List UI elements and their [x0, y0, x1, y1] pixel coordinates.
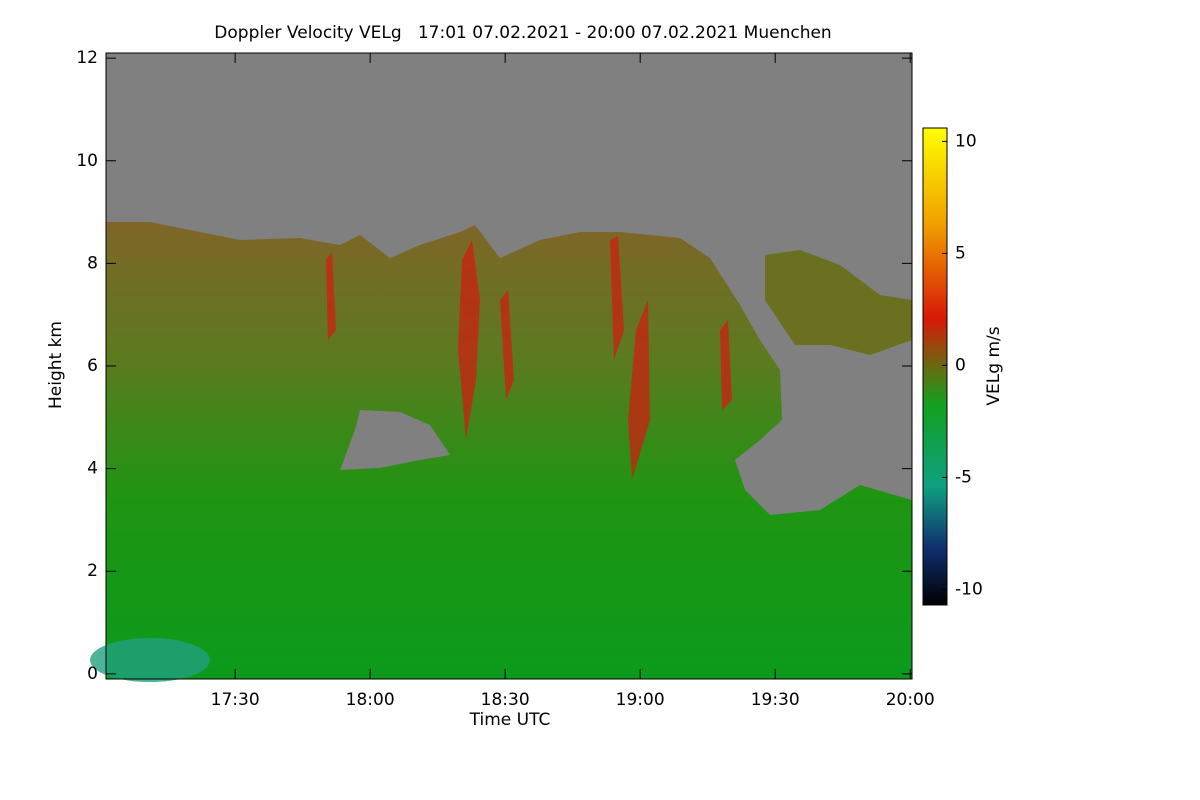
y-tick-label: 10 [76, 151, 98, 171]
x-tick-label: 17:30 [211, 690, 260, 710]
x-tick-label: 20:00 [886, 690, 935, 710]
colorbar-tick-label: 5 [955, 243, 966, 263]
x-tick-label: 19:00 [616, 690, 665, 710]
near-ground-area [90, 638, 210, 682]
gap-region [340, 410, 450, 470]
x-tick-label: 18:30 [481, 690, 530, 710]
y-tick-label: 2 [87, 561, 98, 581]
colorbar-tick-label: 0 [955, 355, 966, 375]
field [90, 52, 913, 682]
echo-region [765, 250, 912, 355]
updraft-streaks [326, 236, 732, 480]
y-tick-label: 12 [76, 48, 98, 68]
colorbar-tick-label: -10 [955, 579, 983, 599]
y-tick-label: 8 [87, 253, 98, 273]
y-axis-label: Height km [46, 321, 66, 409]
y-tick-label: 6 [87, 356, 98, 376]
x-tick-label: 19:30 [751, 690, 800, 710]
colorbar-label: VELg m/s [984, 326, 1004, 405]
colorbar-tick-label: 10 [955, 131, 977, 151]
y-tick-label: 0 [87, 664, 98, 684]
y-tick-label: 4 [87, 459, 98, 479]
x-axis-label: Time UTC [469, 710, 551, 730]
colorbar-tick-label: -5 [955, 467, 972, 487]
echo-region [106, 222, 912, 679]
colorbar [922, 127, 948, 606]
chart-title: Doppler Velocity VELg 17:01 07.02.2021 -… [214, 23, 831, 43]
x-tick-label: 18:00 [346, 690, 395, 710]
